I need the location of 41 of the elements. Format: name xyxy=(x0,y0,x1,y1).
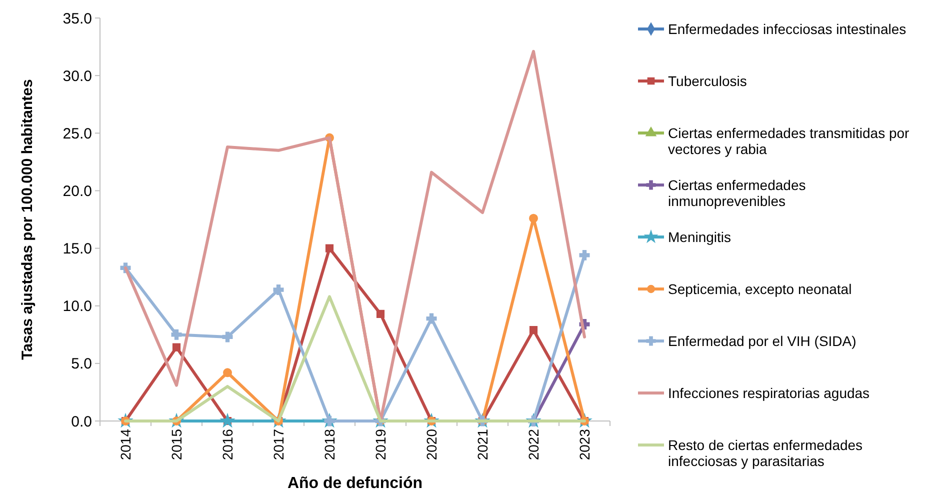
legend-label: Enfermedad por el VIH (SIDA) xyxy=(668,332,856,349)
point xyxy=(273,284,284,295)
x-tick-label: 2017 xyxy=(270,428,286,460)
point xyxy=(579,250,590,260)
y-tick-label: 30.0 xyxy=(62,68,92,85)
point xyxy=(529,326,538,334)
x-tick-label: 2023 xyxy=(576,428,592,460)
y-tick-label: 5.0 xyxy=(71,356,92,373)
y-tick-label: 0.0 xyxy=(71,413,92,430)
y-tick-label: 15.0 xyxy=(62,240,92,258)
point xyxy=(172,343,181,352)
point xyxy=(171,329,182,340)
legend-label: Enfermedades infecciosas intestinales xyxy=(668,20,906,37)
legend-label: Resto de ciertas enfermedades infecciosas y parasitarias xyxy=(668,436,863,469)
legend-label: Meningitis xyxy=(668,228,732,245)
x-tick-label: 2021 xyxy=(474,428,490,460)
y-tick-label: 10.0 xyxy=(62,298,92,316)
legend-label: Septicemia, excepto neonatal xyxy=(668,280,852,297)
legend-label: Ciertas enfermedades transmitidas por vectores y rabia xyxy=(668,124,910,157)
point xyxy=(222,332,233,342)
y-tick-label: 20.0 xyxy=(62,182,92,200)
point xyxy=(426,313,437,324)
legend-label: Ciertas enfermedades inmunoprevenibles xyxy=(668,176,806,209)
x-tick-label: 2014 xyxy=(117,428,134,460)
x-axis-title: Año de defunción xyxy=(287,475,423,492)
point xyxy=(376,310,385,318)
y-axis-title: Tasas ajustadas por 100.000 habitantes xyxy=(19,79,36,360)
x-tick-label: 2015 xyxy=(168,428,184,460)
point xyxy=(325,244,334,252)
x-tick-label: 2022 xyxy=(525,428,542,460)
legend-label: Tuberculosis xyxy=(668,72,747,89)
y-tick-label: 25.0 xyxy=(62,125,92,142)
x-tick-label: 2018 xyxy=(321,428,338,460)
x-tick-label: 2016 xyxy=(219,428,236,460)
point xyxy=(223,368,232,378)
x-tick-label: 2020 xyxy=(423,428,440,460)
point xyxy=(220,414,234,427)
x-tick-label: 2019 xyxy=(372,428,388,460)
y-tick-label: 35.0 xyxy=(62,10,92,28)
legend-label: Infecciones respiratorias agudas xyxy=(668,384,870,401)
point xyxy=(529,214,538,223)
